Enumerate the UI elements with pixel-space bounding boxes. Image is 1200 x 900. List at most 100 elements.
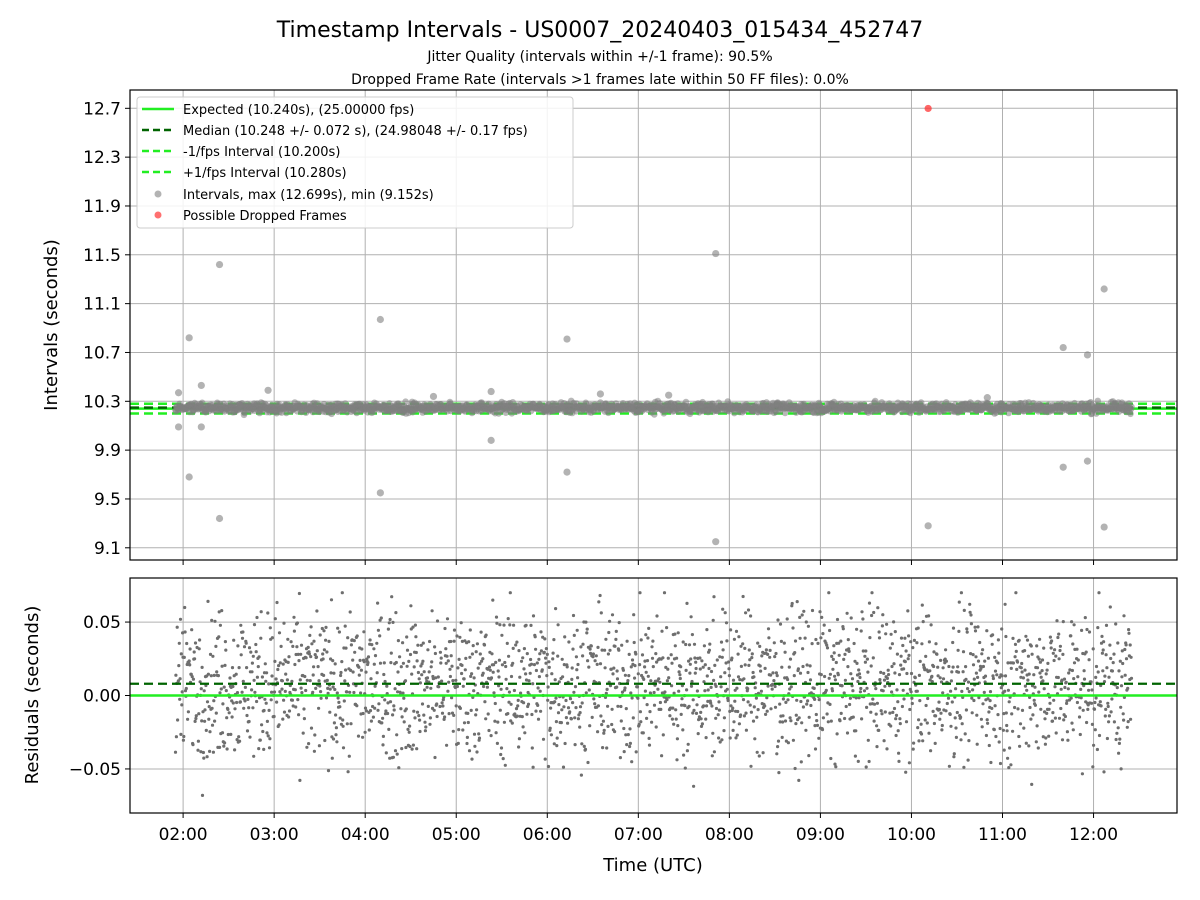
residual-point (544, 647, 549, 651)
residual-point (408, 652, 413, 657)
residual-point (456, 666, 460, 670)
residual-point (515, 714, 519, 718)
residual-point (647, 736, 651, 741)
residual-point (930, 680, 934, 684)
residual-point (405, 635, 409, 639)
residual-point (764, 712, 768, 717)
residual-point (253, 690, 257, 694)
residual-point (298, 678, 302, 682)
residual-point (517, 737, 522, 741)
residual-point (920, 603, 924, 607)
residual-point (872, 702, 877, 706)
residual-point (588, 647, 592, 651)
residual-point (205, 700, 210, 704)
residual-point (485, 685, 489, 689)
residual-point (871, 697, 875, 701)
residual-point (573, 685, 578, 689)
residual-point (179, 652, 183, 656)
residual-point (998, 726, 1002, 731)
residual-point (262, 708, 266, 713)
residual-point (415, 659, 419, 663)
residual-point (246, 697, 250, 702)
residual-point (833, 678, 838, 682)
interval-outlier-point-13 (487, 436, 495, 444)
residual-point (601, 719, 606, 723)
residual-point (498, 708, 502, 712)
residual-point (1069, 634, 1073, 638)
residual-point (859, 686, 863, 691)
residual-point (1035, 644, 1039, 648)
residual-point (1023, 684, 1027, 688)
residual-point (820, 615, 824, 620)
residual-point (917, 739, 921, 743)
residual-point (299, 643, 304, 647)
residual-point (795, 600, 799, 604)
residual-point (1063, 714, 1067, 719)
residual-point (1043, 717, 1047, 721)
residual-point (559, 730, 563, 734)
residual-point (416, 643, 420, 647)
residual-point (242, 645, 247, 649)
residual-point (573, 743, 577, 747)
residual-point (911, 646, 915, 650)
residual-point (429, 665, 433, 669)
residual-point (1087, 630, 1092, 634)
residual-point (553, 678, 557, 682)
x-axis-label: Time (UTC) (602, 855, 703, 876)
residual-point (563, 741, 567, 746)
residual-point (680, 703, 684, 707)
residual-point (389, 661, 393, 665)
residual-point (1121, 712, 1125, 716)
residual-point (683, 766, 687, 770)
residual-point (879, 670, 883, 675)
residual-point (250, 688, 254, 692)
residual-point (892, 662, 896, 666)
residual-point (200, 719, 204, 723)
residual-point (265, 671, 269, 675)
interval-point (651, 411, 658, 418)
residual-point (675, 656, 679, 660)
residual-point (658, 700, 663, 705)
residual-point (725, 687, 729, 691)
residual-point (613, 644, 617, 648)
residual-point (695, 689, 700, 693)
residual-point (462, 721, 467, 725)
residual-point (442, 717, 446, 722)
residual-point (1000, 627, 1004, 631)
residual-point (268, 737, 272, 741)
residual-point (326, 769, 331, 773)
residual-point (689, 657, 693, 661)
residual-point (629, 691, 633, 695)
residual-point (478, 652, 482, 656)
residual-point (632, 640, 636, 645)
residual-point (744, 728, 749, 732)
residual-point (524, 623, 528, 627)
residual-point (640, 653, 645, 657)
residual-point (507, 654, 511, 658)
residual-point (450, 664, 454, 668)
residual-point (402, 696, 406, 700)
residual-point (731, 678, 736, 682)
residual-point (988, 699, 992, 703)
residual-point (576, 676, 580, 680)
residual-point (546, 764, 551, 769)
residual-point (405, 664, 409, 668)
residual-point (939, 711, 943, 715)
residual-point (391, 713, 395, 717)
residual-point (1075, 647, 1079, 651)
residual-point (1108, 605, 1112, 609)
residual-point (702, 680, 706, 684)
residual-point (1036, 746, 1040, 750)
residual-point (459, 621, 463, 625)
residual-point (998, 675, 1002, 679)
residual-point (475, 642, 479, 646)
residual-point (926, 696, 930, 701)
residual-point (267, 682, 271, 686)
residual-point (202, 689, 206, 693)
residual-point (959, 715, 963, 719)
residual-point (857, 668, 861, 672)
residual-point (877, 636, 882, 640)
residual-point (665, 698, 669, 702)
residual-point (821, 716, 826, 720)
residual-point (450, 696, 454, 700)
